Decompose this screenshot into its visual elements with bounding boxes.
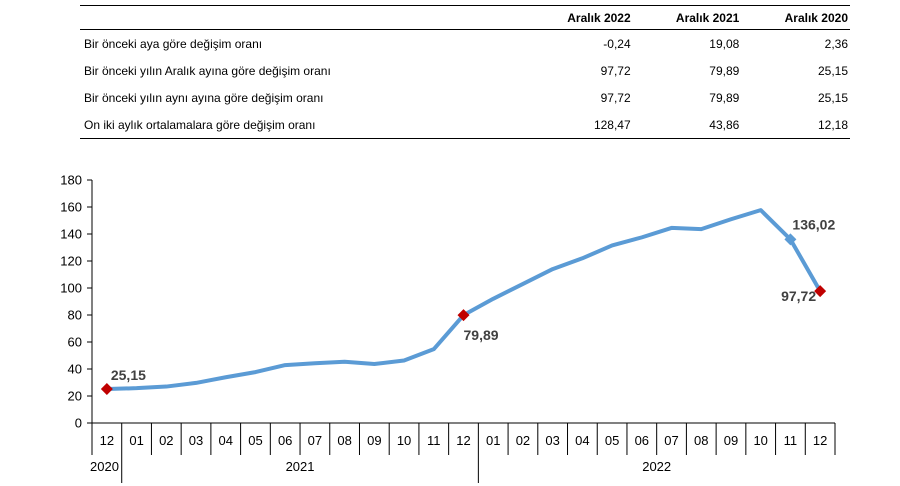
table-header-row: Aralık 2022 Aralık 2021 Aralık 2020 — [80, 5, 850, 30]
x-tick-label: 03 — [545, 433, 559, 448]
table-cell: 25,15 — [817, 90, 848, 105]
table-header-cell: Aralık 2021 — [632, 5, 742, 30]
x-tick-label: 02 — [159, 433, 173, 448]
data-point-marker — [100, 383, 113, 396]
table-cell: 79,89 — [709, 90, 740, 105]
x-tick-label: 01 — [129, 433, 143, 448]
table-cell: -0,24 — [603, 36, 631, 51]
table-cell: 79,89 — [709, 63, 740, 78]
table-header-cell: Aralık 2022 — [524, 5, 633, 30]
table-row: Bir önceki aya göre değişim oranı -0,24 … — [80, 30, 850, 58]
x-tick-label: 05 — [605, 433, 619, 448]
x-tick-label: 04 — [575, 433, 589, 448]
x-tick-label: 01 — [486, 433, 500, 448]
data-label: 97,72 — [781, 288, 816, 304]
table-cell: 97,72 — [600, 90, 631, 105]
year-label: 2020 — [90, 459, 119, 474]
x-tick-label: 10 — [753, 433, 767, 448]
series-line — [104, 208, 823, 392]
table-row: Bir önceki yılın aynı ayına göre değişim… — [80, 84, 850, 111]
data-point-marker — [457, 309, 470, 322]
x-tick-label: 07 — [308, 433, 322, 448]
x-tick-label: 04 — [219, 433, 233, 448]
data-point-marker — [814, 285, 827, 298]
y-tick-label: 0 — [75, 416, 82, 431]
table-cell: 97,72 — [600, 63, 631, 78]
y-tick-label: 140 — [60, 227, 82, 242]
row-label: Bir önceki aya göre değişim oranı — [84, 36, 263, 51]
row-label: Bir önceki yılın aynı ayına göre değişim… — [84, 90, 324, 105]
x-tick-label: 06 — [278, 433, 292, 448]
y-tick-label: 120 — [60, 254, 82, 269]
table-row: On iki aylık ortalamalara göre değişim o… — [80, 111, 850, 139]
y-tick-label: 60 — [68, 335, 82, 350]
data-label: 25,15 — [111, 367, 146, 383]
x-tick-label: 05 — [248, 433, 262, 448]
x-tick-label: 02 — [516, 433, 530, 448]
x-tick-label: 07 — [664, 433, 678, 448]
x-tick-label: 12 — [456, 433, 470, 448]
x-tick-label: 11 — [427, 433, 441, 448]
x-tick-label: 09 — [367, 433, 381, 448]
table-row: Bir önceki yılın Aralık ayına göre değiş… — [80, 57, 850, 84]
x-tick-label: 08 — [337, 433, 351, 448]
y-tick-label: 40 — [68, 362, 82, 377]
y-tick-label: 160 — [60, 200, 82, 215]
x-tick-label: 11 — [784, 433, 798, 448]
x-tick-label: 09 — [724, 433, 738, 448]
table-cell: 2,36 — [824, 36, 848, 51]
data-point-marker — [784, 233, 797, 246]
row-label: On iki aylık ortalamalara göre değişim o… — [80, 111, 524, 139]
x-tick-label: 12 — [813, 433, 827, 448]
x-tick-label: 12 — [100, 433, 114, 448]
x-tick-label: 08 — [694, 433, 708, 448]
y-tick-label: 80 — [68, 308, 82, 323]
table-cell: 12,18 — [741, 111, 850, 139]
table-header-cell — [80, 5, 524, 30]
table-cell: 128,47 — [524, 111, 633, 139]
x-tick-label: 10 — [397, 433, 411, 448]
summary-table: Aralık 2022 Aralık 2021 Aralık 2020 Bir … — [80, 5, 850, 139]
year-label: 2021 — [286, 459, 315, 474]
year-label: 2022 — [642, 459, 671, 474]
row-label: Bir önceki yılın Aralık ayına göre değiş… — [84, 63, 331, 78]
data-label: 79,89 — [464, 327, 499, 343]
table-cell: 25,15 — [817, 63, 848, 78]
data-label: 136,02 — [792, 216, 835, 232]
y-tick-label: 180 — [60, 173, 82, 188]
table-cell: 19,08 — [709, 36, 740, 51]
table-header-cell: Aralık 2020 — [741, 5, 850, 30]
y-tick-label: 100 — [60, 281, 82, 296]
y-tick-label: 20 — [68, 389, 82, 404]
table-cell: 43,86 — [632, 111, 742, 139]
x-tick-label: 03 — [189, 433, 203, 448]
x-tick-label: 06 — [635, 433, 649, 448]
